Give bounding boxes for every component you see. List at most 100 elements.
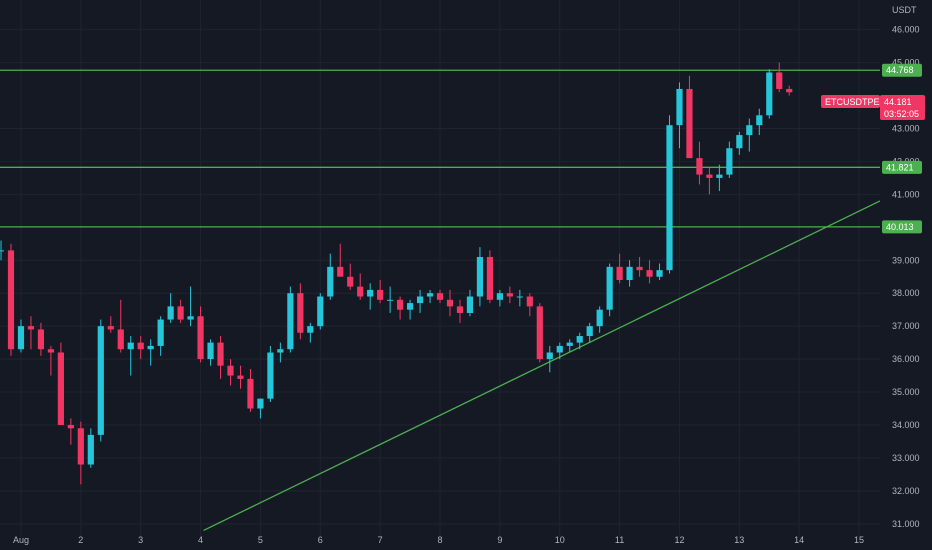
candle[interactable]: [367, 283, 374, 310]
candle-body: [416, 296, 424, 304]
candle[interactable]: [217, 336, 224, 379]
candle[interactable]: [426, 289, 434, 304]
candle[interactable]: [337, 243, 344, 277]
ascending-trendline[interactable]: [203, 200, 881, 531]
candle[interactable]: [347, 263, 354, 290]
candle[interactable]: [786, 85, 793, 96]
candle[interactable]: [267, 345, 274, 402]
candle[interactable]: [157, 316, 164, 356]
candle[interactable]: [37, 322, 45, 356]
candle-body: [616, 266, 623, 281]
candle[interactable]: [636, 256, 643, 277]
price-tick-label: 43.000: [892, 123, 920, 133]
candle[interactable]: [676, 82, 683, 149]
candle[interactable]: [706, 168, 713, 195]
candle[interactable]: [117, 299, 124, 353]
price-tick-label: 37.000: [892, 321, 920, 331]
candle[interactable]: [746, 118, 753, 152]
currency-label: USDT: [892, 5, 917, 15]
candle[interactable]: [227, 359, 234, 386]
candle-body: [776, 72, 783, 89]
candle[interactable]: [666, 115, 673, 274]
candle[interactable]: [387, 286, 394, 313]
candle[interactable]: [486, 250, 493, 304]
candle[interactable]: [0, 240, 5, 261]
candle[interactable]: [377, 280, 384, 304]
candle[interactable]: [277, 342, 284, 363]
candle[interactable]: [247, 368, 254, 412]
candle[interactable]: [237, 365, 244, 389]
trendline-group[interactable]: [203, 200, 881, 531]
candle[interactable]: [766, 69, 773, 119]
candle[interactable]: [576, 332, 583, 350]
candle[interactable]: [586, 322, 593, 343]
candle-body: [516, 296, 523, 298]
candle-body: [506, 293, 513, 297]
horizontal-levels[interactable]: [0, 69, 880, 228]
price-tick-label: 35.000: [892, 387, 920, 397]
candle[interactable]: [436, 289, 444, 304]
candle[interactable]: [97, 319, 104, 442]
candle[interactable]: [147, 339, 154, 366]
candle[interactable]: [177, 299, 184, 323]
candle[interactable]: [616, 253, 623, 284]
candle[interactable]: [736, 131, 743, 155]
candle[interactable]: [397, 296, 404, 320]
candles-group[interactable]: [0, 62, 793, 485]
candle[interactable]: [77, 421, 84, 485]
candle[interactable]: [167, 293, 174, 323]
candle[interactable]: [696, 141, 703, 185]
candle[interactable]: [776, 62, 783, 93]
candle-body: [227, 365, 234, 376]
time-axis[interactable]: Aug 2 3 4 5 6 7 8 9 10 11 12 13 14 15: [13, 535, 864, 545]
candle[interactable]: [67, 418, 74, 445]
candle[interactable]: [626, 260, 633, 287]
candle[interactable]: [127, 336, 134, 376]
candle[interactable]: [327, 253, 334, 300]
candle[interactable]: [606, 263, 613, 317]
candle[interactable]: [536, 303, 543, 363]
candle[interactable]: [476, 247, 484, 307]
candle[interactable]: [566, 339, 573, 353]
candle[interactable]: [47, 345, 54, 376]
candle[interactable]: [756, 108, 763, 136]
candle-body: [676, 88, 683, 126]
candle[interactable]: [317, 293, 324, 330]
candle[interactable]: [406, 299, 414, 320]
candle[interactable]: [646, 260, 653, 284]
candle-body: [347, 276, 354, 287]
candle[interactable]: [496, 289, 503, 307]
candle[interactable]: [726, 141, 733, 178]
candle[interactable]: [506, 286, 513, 304]
candle[interactable]: [17, 319, 25, 353]
candle[interactable]: [357, 273, 364, 300]
candle[interactable]: [207, 339, 214, 366]
candle[interactable]: [27, 316, 35, 350]
candle-body: [636, 266, 643, 271]
candle[interactable]: [416, 289, 424, 313]
candle[interactable]: [686, 75, 693, 159]
candle[interactable]: [57, 342, 64, 425]
candle[interactable]: [287, 286, 294, 353]
candle[interactable]: [87, 428, 94, 468]
candle[interactable]: [257, 398, 264, 419]
candle[interactable]: [656, 263, 663, 281]
candle[interactable]: [546, 345, 553, 373]
candle-body: [576, 336, 583, 343]
candle[interactable]: [107, 316, 114, 333]
candle[interactable]: [516, 289, 523, 307]
candle[interactable]: [307, 322, 314, 343]
candle[interactable]: [596, 306, 603, 333]
candle[interactable]: [446, 289, 454, 317]
candle[interactable]: [7, 243, 15, 356]
candle[interactable]: [197, 306, 204, 363]
candle[interactable]: [466, 289, 474, 317]
candle[interactable]: [556, 342, 563, 360]
candle[interactable]: [297, 283, 304, 340]
candle[interactable]: [137, 336, 144, 360]
candle[interactable]: [456, 299, 464, 323]
candle[interactable]: [187, 286, 194, 327]
candle[interactable]: [526, 293, 533, 317]
candle[interactable]: [716, 164, 723, 192]
